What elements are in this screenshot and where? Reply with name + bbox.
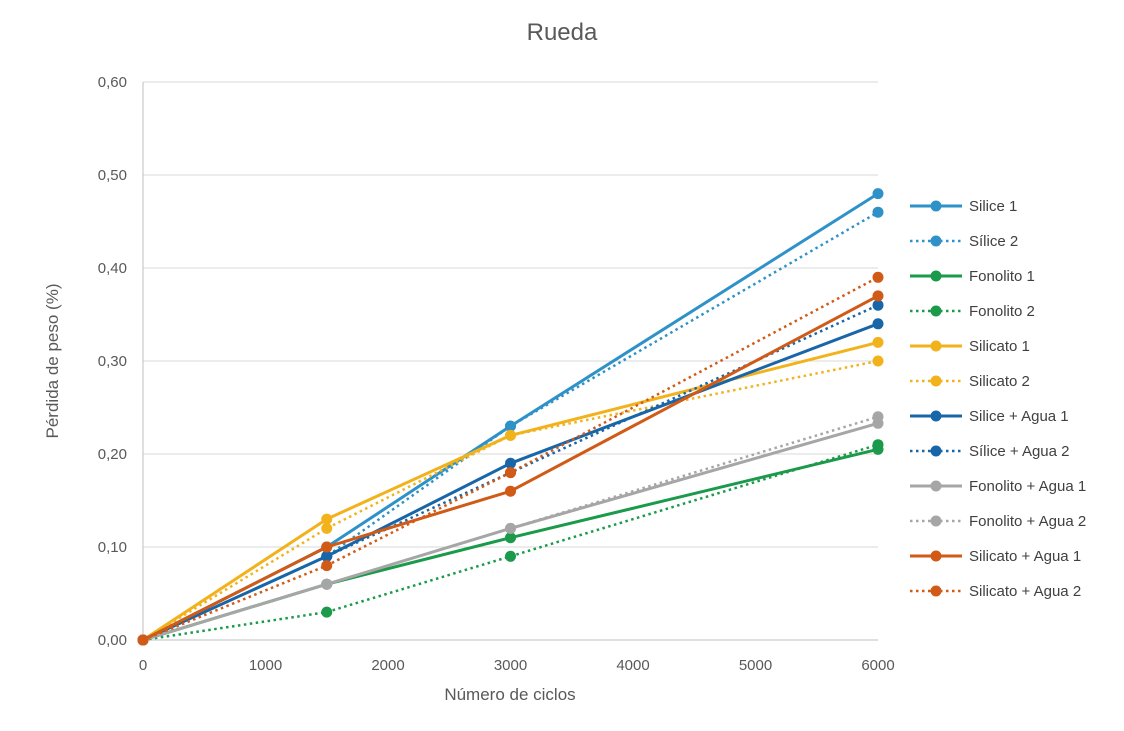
data-point (505, 457, 516, 469)
data-point (872, 411, 884, 423)
series-group (137, 188, 884, 646)
y-tick-label: 0,50 (98, 167, 127, 184)
legend-item: Fonolito + Agua 1 (910, 478, 1086, 495)
data-point (872, 336, 884, 348)
legend-label: Fonolito 2 (969, 303, 1035, 320)
series-line (142, 415, 879, 642)
series-1 (137, 188, 884, 646)
data-point (505, 532, 516, 544)
x-tick-label: 0 (139, 657, 147, 674)
x-tick-label: 3000 (494, 657, 527, 674)
legend-label: Fonolito 1 (969, 268, 1035, 285)
x-tick-label: 4000 (616, 657, 649, 674)
legend-swatch-marker (930, 410, 942, 422)
data-point (137, 634, 149, 646)
data-point (505, 467, 516, 479)
data-point (505, 429, 516, 441)
legend-swatch-marker (930, 200, 942, 212)
y-tick-label: 0,60 (98, 74, 127, 91)
legend: Silice 1 Sílice 2 Fonolito 1 Fonolito 2 Sili… (910, 198, 1086, 600)
y-tick-label: 0,30 (98, 353, 127, 370)
legend-label: Fonolito + Agua 1 (969, 478, 1086, 495)
legend-item: Sílice + Agua 2 (910, 443, 1070, 460)
legend-swatch-marker (930, 340, 942, 352)
legend-label: Fonolito + Agua 2 (969, 513, 1086, 530)
x-tick-label: 1000 (249, 657, 282, 674)
data-point (872, 290, 884, 302)
legend-label: Silicato + Agua 1 (969, 548, 1081, 565)
series-line (142, 359, 879, 642)
data-point (505, 550, 516, 562)
legend-swatch-marker (930, 550, 942, 562)
legend-item: Silicato 2 (910, 373, 1030, 390)
data-point (872, 439, 884, 451)
series-line (142, 340, 879, 642)
legend-item: Silice 1 (910, 198, 1017, 215)
legend-item: Silicato + Agua 2 (910, 583, 1081, 600)
data-point (321, 513, 333, 525)
legend-swatch-marker (930, 305, 942, 317)
y-tick-label: 0,40 (98, 260, 127, 277)
data-point (872, 355, 884, 367)
series-10 (137, 411, 884, 646)
series-2 (137, 206, 884, 646)
legend-item: Silicato 1 (910, 338, 1030, 355)
data-point (321, 606, 333, 618)
legend-swatch-marker (930, 375, 942, 387)
legend-label: Silicato 2 (969, 373, 1030, 390)
series-line (142, 276, 879, 642)
legend-swatch-marker (930, 235, 942, 247)
legend-swatch-marker (930, 480, 942, 492)
legend-swatch-marker (930, 585, 942, 597)
data-point (321, 522, 333, 534)
series-6 (137, 355, 884, 646)
legend-swatch-marker (930, 515, 942, 527)
legend-item: Fonolito + Agua 2 (910, 513, 1086, 530)
y-axis-label: Pérdida de peso (%) (43, 284, 62, 439)
legend-label: Silicato 1 (969, 338, 1030, 355)
axes: 0,00 0,10 0,20 0,30 0,40 0,50 0,60 0 1000 2000 300… (98, 74, 895, 674)
data-point (321, 578, 333, 590)
legend-label: Silicato + Agua 2 (969, 583, 1081, 600)
y-tick-label: 0,20 (98, 446, 127, 463)
legend-label: Silice + Agua 1 (969, 408, 1069, 425)
x-axis-label: Número de ciclos (444, 685, 575, 704)
series-12 (137, 271, 884, 646)
data-point (505, 420, 516, 432)
x-tick-label: 5000 (739, 657, 772, 674)
data-point (321, 560, 333, 572)
data-point (321, 550, 333, 562)
data-point (872, 188, 884, 200)
data-point (872, 271, 884, 283)
legend-item: Fonolito 1 (910, 268, 1035, 285)
legend-label: Sílice 2 (969, 233, 1018, 250)
legend-item: Fonolito 2 (910, 303, 1035, 320)
x-tick-label: 6000 (861, 657, 894, 674)
data-point (321, 541, 333, 553)
legend-item: Sílice 2 (910, 233, 1018, 250)
data-point (872, 318, 884, 330)
y-tick-label: 0,10 (98, 539, 127, 556)
grid (143, 81, 878, 548)
legend-item: Silice + Agua 1 (910, 408, 1069, 425)
legend-item: Silicato + Agua 1 (910, 548, 1081, 565)
legend-swatch-marker (930, 270, 942, 282)
legend-swatch-marker (930, 445, 942, 457)
data-point (872, 206, 884, 218)
data-point (872, 299, 884, 311)
y-tick-label: 0,00 (98, 632, 127, 649)
data-point (505, 485, 516, 497)
data-point (505, 522, 516, 534)
chart-title: Rueda (527, 19, 598, 46)
legend-label: Sílice + Agua 2 (969, 443, 1070, 460)
x-tick-label: 2000 (371, 657, 404, 674)
legend-label: Silice 1 (969, 198, 1017, 215)
series-line (142, 192, 879, 642)
